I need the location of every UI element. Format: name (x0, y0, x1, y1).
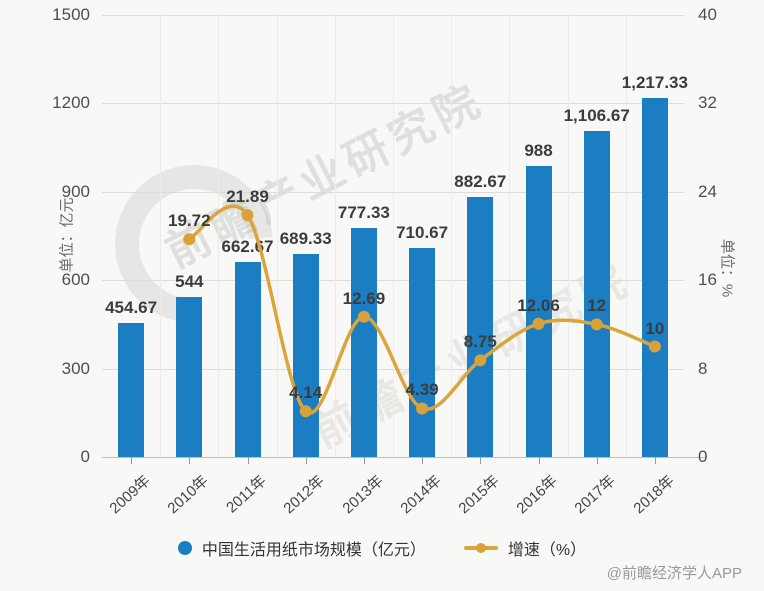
legend-item-market-size: 中国生活用纸市场规模（亿元） (177, 536, 426, 560)
bar (292, 253, 319, 457)
gridline-vertical (276, 15, 278, 457)
bar-value-label: 689.33 (279, 228, 332, 248)
gridline-vertical (567, 15, 569, 457)
right-axis-tick-label: 0 (698, 447, 708, 466)
x-axis-tick (247, 457, 249, 464)
x-axis-tick (654, 457, 656, 464)
right-axis-tick-label: 32 (698, 93, 717, 113)
x-axis-tick (596, 457, 598, 464)
growth-line (183, 204, 661, 418)
gridline-vertical (218, 15, 220, 457)
gridline-vertical (451, 15, 453, 457)
right-axis-tick-label: 16 (698, 270, 717, 290)
line-value-label: 12 (587, 296, 607, 316)
bar-series-marker-icon (177, 541, 192, 555)
bar (118, 323, 145, 457)
line-value-label: 19.72 (168, 211, 211, 231)
x-axis-tick (480, 457, 482, 464)
line-series-marker-icon (463, 543, 498, 553)
left-axis-tick-label: 1200 (52, 93, 90, 113)
line-point (183, 233, 196, 246)
bar (467, 196, 494, 457)
x-axis-tick (538, 457, 540, 464)
x-axis-label: 2012年 (280, 472, 329, 518)
line-value-label: 4.39 (405, 380, 439, 400)
x-axis-label: 2017年 (571, 472, 620, 518)
bar (176, 296, 203, 457)
bar (409, 247, 436, 457)
legend-item-growth-rate: 增速（%） (463, 536, 587, 560)
gridline-vertical (625, 15, 627, 457)
bar-value-label: 882.67 (454, 171, 507, 191)
line-value-label: 21.89 (226, 187, 269, 207)
x-axis-label: 2011年 (223, 472, 270, 517)
x-axis-tick (305, 457, 307, 464)
line-point (474, 354, 487, 367)
x-axis-label: 2009年 (106, 472, 154, 518)
bar (234, 261, 261, 457)
line-value-label: 8.75 (463, 332, 497, 352)
bar-value-label: 777.33 (337, 202, 390, 222)
line-point (416, 402, 429, 415)
left-axis-tick-label: 0 (80, 447, 90, 466)
x-axis-tick (363, 457, 365, 464)
right-axis-tick-label: 24 (698, 181, 717, 201)
x-axis-label: 2018年 (629, 472, 678, 518)
line-value-label: 12.06 (517, 295, 560, 315)
legend-label: 增速（%） (507, 542, 587, 559)
x-axis-tick (189, 457, 191, 464)
plot-area: 1500 40 1200 32 900 24 600 16 300 8 0 0 454.67 2009年 5… (52, 5, 717, 517)
x-axis-tick (131, 457, 133, 464)
x-axis-label: 2013年 (338, 472, 387, 518)
left-axis-tick-label: 600 (61, 270, 90, 290)
right-axis-tick-label: 40 (698, 5, 717, 24)
line-point (648, 340, 661, 353)
gridline-vertical (509, 15, 511, 457)
gridline-vertical (334, 15, 336, 457)
line-point (590, 318, 603, 331)
line-value-label: 4.14 (289, 383, 323, 403)
bar (583, 130, 610, 457)
bar-value-label: 710.67 (396, 222, 449, 242)
bar (641, 98, 668, 457)
bar-value-label: 454.67 (105, 298, 158, 318)
left-axis-tick-label: 300 (61, 358, 90, 378)
credit-text: @前瞻经济学人APP (606, 565, 742, 582)
line-point (241, 209, 254, 222)
gridline-vertical (393, 15, 394, 457)
bar-value-label: 988 (524, 140, 553, 160)
x-axis-label: 2014年 (397, 472, 445, 518)
x-axis-label: 2016年 (513, 472, 561, 518)
bar (350, 227, 377, 457)
right-axis-tick-label: 8 (698, 358, 708, 378)
left-axis-title: 单位：亿元 (58, 197, 76, 273)
legend: 中国生活用纸市场规模（亿元） 增速（%） (0, 536, 764, 560)
bar-value-label: 1,217.33 (621, 73, 688, 93)
left-axis-tick-label: 1500 (52, 5, 90, 24)
right-axis-title: 单位：% (718, 238, 736, 298)
line-point (299, 405, 312, 418)
gridline-vertical (160, 15, 162, 457)
bar (525, 165, 552, 457)
x-axis-line (102, 457, 708, 458)
x-axis-label: 2015年 (455, 472, 503, 518)
line-point (357, 310, 370, 323)
line-value-label: 12.69 (342, 288, 386, 308)
x-axis-tick (422, 457, 424, 464)
bar-value-label: 1,106.67 (563, 105, 630, 125)
line-value-label: 10 (645, 318, 665, 338)
bar-value-label: 544 (175, 271, 204, 291)
x-axis-label: 2010年 (164, 472, 212, 518)
left-axis-tick-label: 900 (61, 181, 90, 201)
legend-label: 中国生活用纸市场规模（亿元） (201, 542, 426, 559)
line-point (532, 317, 545, 330)
